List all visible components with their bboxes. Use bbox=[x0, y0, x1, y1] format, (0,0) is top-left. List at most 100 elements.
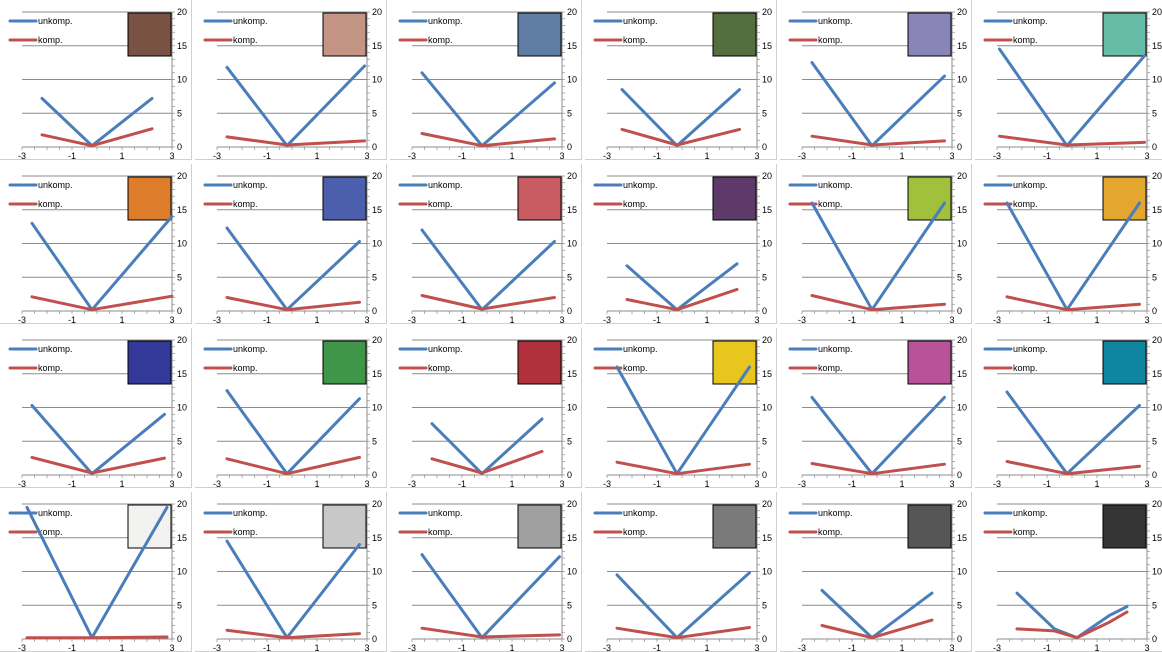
y-tick-label: 20 bbox=[567, 171, 577, 181]
komp-line bbox=[1015, 610, 1129, 640]
y-tick-label: 20 bbox=[567, 499, 577, 509]
y-tick-label: 5 bbox=[177, 108, 182, 118]
unkomp-line bbox=[810, 61, 946, 148]
x-tick-label: 3 bbox=[949, 479, 954, 488]
y-tick-label: 10 bbox=[762, 403, 772, 413]
y-tick-label: 0 bbox=[1152, 634, 1157, 644]
y-tick-label: 20 bbox=[1152, 335, 1162, 345]
legend-label-komp: komp. bbox=[38, 35, 63, 45]
y-tick-label: 10 bbox=[567, 75, 577, 85]
y-tick-label: 0 bbox=[762, 470, 767, 480]
chart-svg: 0 5 10 15 20 -3 -1 1 3 unkomp. komp. bbox=[8, 499, 187, 652]
y-tick-label: 15 bbox=[1152, 369, 1162, 379]
x-tick-label: -1 bbox=[458, 643, 466, 652]
x-tick-label: 1 bbox=[119, 315, 124, 324]
y-tick-label: 0 bbox=[762, 142, 767, 152]
x-tick-label: -3 bbox=[18, 315, 26, 324]
x-tick-label: 3 bbox=[364, 151, 369, 160]
color-swatch bbox=[712, 504, 757, 549]
x-tick-label: 1 bbox=[509, 479, 514, 488]
x-tick-label: 3 bbox=[1144, 315, 1149, 324]
chart-panel: 0 5 10 15 20 -3 -1 1 3 unkomp. komp. bbox=[975, 164, 1162, 324]
color-swatch bbox=[517, 340, 562, 385]
legend-label-unkomp: unkomp. bbox=[233, 16, 268, 26]
y-tick-label: 20 bbox=[762, 7, 772, 17]
x-tick-label: -1 bbox=[653, 643, 661, 652]
y-tick-label: 0 bbox=[177, 142, 182, 152]
chart-svg: 0 5 10 15 20 -3 -1 1 3 unkomp. komp. bbox=[983, 499, 1162, 651]
legend-label-unkomp: unkomp. bbox=[623, 344, 658, 354]
x-tick-label: -1 bbox=[458, 315, 466, 324]
y-tick-label: 0 bbox=[762, 634, 767, 644]
x-tick-label: 3 bbox=[559, 151, 564, 160]
x-tick-label: -1 bbox=[263, 151, 271, 160]
x-tick-label: -3 bbox=[798, 315, 806, 324]
y-tick-label: 10 bbox=[177, 75, 187, 85]
x-tick-label: -3 bbox=[798, 479, 806, 488]
y-tick-label: 20 bbox=[762, 171, 772, 181]
y-tick-label: 0 bbox=[372, 306, 377, 316]
x-tick-label: -1 bbox=[848, 315, 856, 324]
x-tick-label: 1 bbox=[899, 151, 904, 160]
color-swatch bbox=[322, 12, 367, 57]
y-tick-label: 20 bbox=[372, 171, 382, 181]
y-tick-label: 5 bbox=[1152, 272, 1157, 282]
x-tick-label: 3 bbox=[169, 479, 174, 488]
y-tick-label: 0 bbox=[1152, 306, 1157, 316]
y-tick-label: 20 bbox=[1152, 499, 1162, 509]
legend-label-komp: komp. bbox=[233, 35, 258, 45]
y-tick-label: 0 bbox=[372, 142, 377, 152]
komp-line bbox=[430, 449, 544, 475]
x-tick-label: -1 bbox=[68, 643, 76, 652]
y-tick-label: 20 bbox=[957, 171, 967, 181]
legend-label-komp: komp. bbox=[818, 527, 843, 537]
y-tick-label: 0 bbox=[372, 634, 377, 644]
legend-label-komp: komp. bbox=[623, 363, 648, 373]
y-tick-label: 15 bbox=[957, 41, 967, 51]
x-tick-label: -1 bbox=[1043, 479, 1051, 488]
y-tick-label: 20 bbox=[567, 335, 577, 345]
color-swatch bbox=[907, 12, 952, 57]
y-tick-label: 0 bbox=[567, 306, 572, 316]
x-tick-label: 3 bbox=[754, 151, 759, 160]
legend-label-unkomp: unkomp. bbox=[428, 16, 463, 26]
x-tick-label: 1 bbox=[704, 479, 709, 488]
x-tick-label: -1 bbox=[848, 151, 856, 160]
komp-line bbox=[810, 462, 946, 476]
y-tick-label: 15 bbox=[1152, 205, 1162, 215]
unkomp-line bbox=[620, 88, 741, 148]
x-tick-label: 1 bbox=[509, 643, 514, 652]
y-tick-label: 5 bbox=[762, 600, 767, 610]
chart-svg: 0 5 10 15 20 -3 -1 1 3 unkomp. komp. bbox=[398, 7, 577, 160]
chart-panel: 0 5 10 15 20 -3 -1 1 3 unkomp. komp. bbox=[390, 492, 582, 652]
y-tick-label: 20 bbox=[372, 499, 382, 509]
color-swatch bbox=[1102, 504, 1147, 549]
y-tick-label: 10 bbox=[372, 75, 382, 85]
x-tick-label: -3 bbox=[603, 643, 611, 652]
y-tick-label: 0 bbox=[957, 634, 962, 644]
chart-svg: 0 5 10 15 20 -3 -1 1 3 unkomp. komp. bbox=[398, 499, 577, 652]
y-tick-label: 10 bbox=[567, 403, 577, 413]
chart-panel: 0 5 10 15 20 -3 -1 1 3 unkomp. komp. bbox=[0, 492, 192, 652]
unkomp-line bbox=[420, 228, 556, 312]
x-tick-label: 1 bbox=[119, 151, 124, 160]
x-tick-label: 3 bbox=[364, 315, 369, 324]
x-tick-label: -3 bbox=[408, 151, 416, 160]
y-tick-label: 10 bbox=[957, 239, 967, 249]
x-tick-label: -3 bbox=[18, 479, 26, 488]
color-swatch bbox=[1102, 12, 1147, 57]
chart-panel: 0 5 10 15 20 -3 -1 1 3 unkomp. komp. bbox=[780, 492, 972, 652]
chart-panel: 0 5 10 15 20 -3 -1 1 3 unkomp. komp. bbox=[780, 0, 972, 160]
legend-label-komp: komp. bbox=[428, 363, 453, 373]
y-tick-label: 5 bbox=[1152, 600, 1157, 610]
x-tick-label: -1 bbox=[68, 151, 76, 160]
x-tick-label: 3 bbox=[169, 643, 174, 652]
komp-line bbox=[225, 296, 361, 312]
komp-line bbox=[998, 134, 1146, 147]
legend-label-unkomp: unkomp. bbox=[38, 508, 73, 518]
y-tick-label: 5 bbox=[957, 436, 962, 446]
chart-panel: 0 5 10 15 20 -3 -1 1 3 unkomp. komp. bbox=[0, 328, 192, 488]
x-tick-label: 1 bbox=[314, 315, 319, 324]
komp-line bbox=[1005, 295, 1141, 312]
x-tick-label: -1 bbox=[263, 315, 271, 324]
